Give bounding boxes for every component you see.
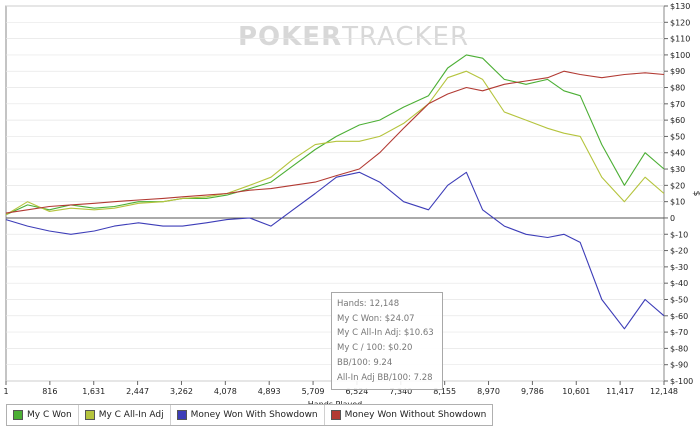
- series-line-money-won-with-showdown: [5, 171, 665, 330]
- x-tick-label: 4,893: [258, 387, 281, 396]
- legend-label: My C Won: [27, 410, 72, 420]
- tooltip-line: My C / 100: $0.20: [337, 343, 413, 354]
- x-tick-label: 7,340: [389, 387, 412, 396]
- y-tick-label: $80: [670, 84, 685, 93]
- tooltip-line: My C Won: $24.07: [337, 313, 415, 324]
- legend-label: Money Won With Showdown: [190, 410, 318, 420]
- y-tick-label: $70: [670, 100, 685, 109]
- stats-tooltip: Hands: 12,148 My C Won: $24.07 My C All-…: [331, 292, 443, 391]
- y-tick-label: $110: [670, 35, 690, 44]
- y-tick-label: $50: [670, 132, 685, 141]
- x-tick-label: 3,262: [170, 387, 193, 396]
- tooltip-line: My C All-In Adj: $10.63: [337, 328, 434, 339]
- series-line-money-won-without-showdown: [5, 70, 665, 214]
- legend-swatch: [13, 410, 23, 420]
- series-line-my-c-all-in-adj: [5, 70, 665, 216]
- y-tick-label: $-90: [670, 361, 688, 370]
- y-tick-label: $-40: [670, 279, 688, 288]
- y-tick-label: $-70: [670, 328, 688, 337]
- legend-label: Money Won Without Showdown: [344, 410, 487, 420]
- legend-label: My C All-In Adj: [98, 410, 164, 420]
- y-tick-label: $30: [670, 165, 685, 174]
- legend-swatch: [176, 410, 187, 420]
- x-tick-label: 12,148: [650, 387, 678, 396]
- y-axis-label: $: [691, 191, 700, 197]
- x-tick-label: 816: [42, 387, 57, 396]
- legend-swatch: [84, 410, 95, 420]
- legend-item-all-in-adj[interactable]: My C All-In Adj: [79, 405, 171, 425]
- legend-item-with-showdown[interactable]: Money Won With Showdown: [171, 405, 325, 425]
- x-tick-label: 8,155: [433, 387, 456, 396]
- y-tick-label: $-100: [670, 377, 693, 386]
- y-tick-label: $20: [670, 181, 685, 190]
- x-tick-label: 9,786: [521, 387, 544, 396]
- chart-legend: My C Won My C All-In Adj Money Won With …: [6, 404, 494, 426]
- x-tick-label: 8,970: [477, 387, 500, 396]
- watermark-part1: POKER: [238, 22, 343, 52]
- y-tick-label: $10: [670, 198, 685, 207]
- x-tick-label: 5,709: [302, 387, 325, 396]
- x-tick-label: 10,601: [562, 387, 590, 396]
- legend-item-my-c-won[interactable]: My C Won: [7, 405, 79, 425]
- y-tick-label: $130: [670, 2, 690, 11]
- x-tick-label: 1,631: [82, 387, 105, 396]
- x-tick-label: 6,524: [345, 387, 368, 396]
- y-tick-label: $60: [670, 116, 685, 125]
- tooltip-line: Hands: 12,148: [337, 299, 400, 309]
- pokertracker-watermark: POKERTRACKER: [238, 22, 469, 52]
- y-tick-label: $-60: [670, 312, 688, 321]
- y-tick-label: $-80: [670, 344, 688, 353]
- legend-swatch: [330, 410, 341, 420]
- tooltip-line: All-In Adj BB/100: 7.28: [337, 372, 433, 383]
- x-tick-label: 4,078: [214, 387, 237, 396]
- y-tick-label: 0: [670, 214, 675, 223]
- x-tick-label: 1: [3, 387, 8, 396]
- y-tick-label: $-10: [670, 230, 688, 239]
- y-tick-label: $-30: [670, 263, 688, 272]
- y-tick-label: $100: [670, 51, 690, 60]
- y-tick-label: $120: [670, 18, 690, 27]
- watermark-part2: TRACKER: [342, 22, 470, 52]
- y-tick-label: $-20: [670, 247, 688, 256]
- y-tick-label: $-50: [670, 295, 688, 304]
- y-tick-label: $40: [670, 149, 685, 158]
- series-line-my-c-won: [5, 54, 665, 216]
- tooltip-line: BB/100: 9.24: [337, 357, 393, 368]
- y-tick-label: $90: [670, 67, 685, 76]
- legend-item-without-showdown[interactable]: Money Won Without Showdown: [325, 405, 493, 425]
- x-tick-label: 2,447: [126, 387, 149, 396]
- x-tick-label: 11,417: [606, 387, 634, 396]
